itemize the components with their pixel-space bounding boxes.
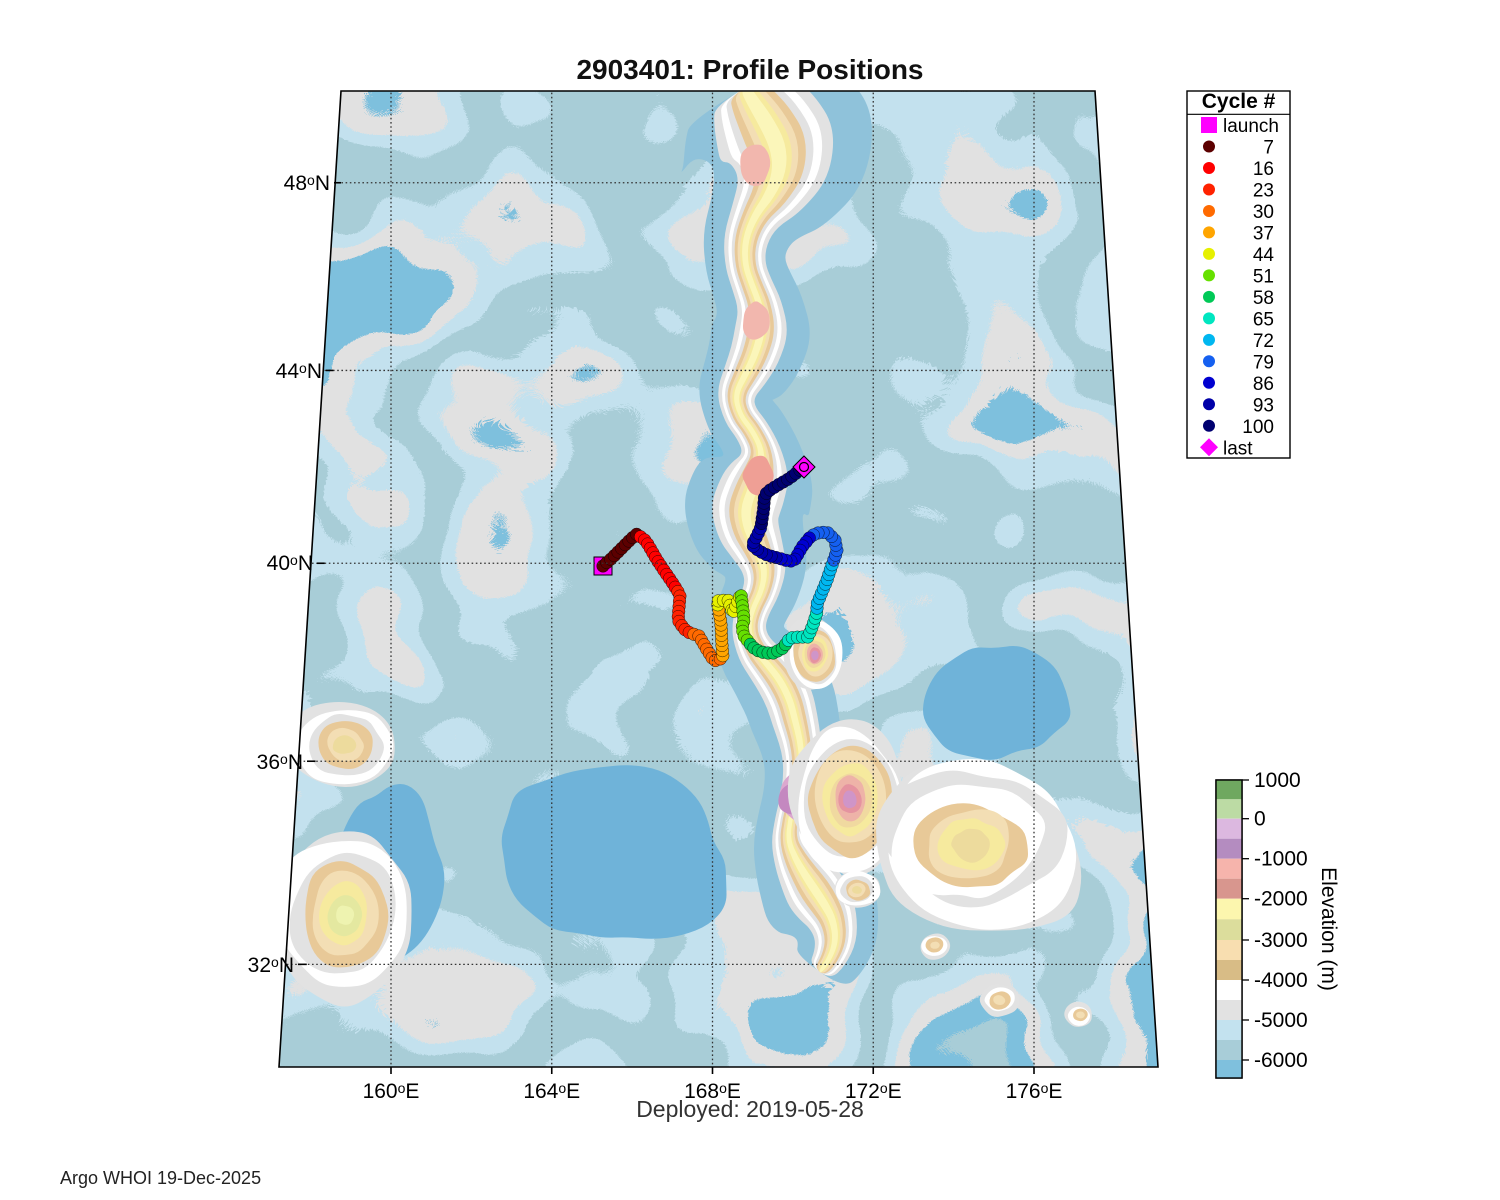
svg-text:40oN: 40oN — [267, 552, 313, 575]
svg-text:launch: launch — [1223, 116, 1279, 137]
svg-text:164oE: 164oE — [523, 1080, 580, 1103]
svg-text:-2000: -2000 — [1254, 888, 1308, 911]
svg-text:51: 51 — [1253, 266, 1274, 287]
svg-text:last: last — [1223, 438, 1253, 459]
svg-text:37: 37 — [1253, 223, 1274, 244]
svg-text:-4000: -4000 — [1254, 969, 1308, 992]
svg-text:Elevation (m): Elevation (m) — [1317, 867, 1340, 991]
svg-text:0: 0 — [1254, 808, 1266, 831]
svg-text:30: 30 — [1253, 202, 1274, 223]
svg-text:58: 58 — [1253, 288, 1274, 309]
svg-text:44oN: 44oN — [276, 360, 322, 383]
svg-text:32oN: 32oN — [248, 954, 294, 977]
svg-text:-6000: -6000 — [1254, 1049, 1308, 1072]
svg-text:Cycle #: Cycle # — [1202, 90, 1276, 113]
svg-text:172oE: 172oE — [845, 1080, 902, 1103]
svg-text:176oE: 176oE — [1006, 1080, 1063, 1103]
svg-text:-5000: -5000 — [1254, 1009, 1308, 1032]
svg-text:65: 65 — [1253, 309, 1274, 330]
svg-text:-3000: -3000 — [1254, 929, 1308, 952]
svg-text:-1000: -1000 — [1254, 848, 1308, 871]
svg-text:86: 86 — [1253, 374, 1274, 395]
svg-text:36oN: 36oN — [257, 751, 303, 774]
svg-text:44: 44 — [1253, 245, 1275, 266]
svg-text:100: 100 — [1242, 417, 1274, 438]
svg-text:16: 16 — [1253, 159, 1274, 180]
svg-text:168oE: 168oE — [684, 1080, 741, 1103]
svg-text:23: 23 — [1253, 181, 1274, 202]
svg-text:160oE: 160oE — [363, 1080, 420, 1103]
svg-text:7: 7 — [1263, 138, 1274, 159]
svg-text:48oN: 48oN — [284, 172, 330, 195]
svg-text:72: 72 — [1253, 331, 1274, 352]
svg-text:79: 79 — [1253, 352, 1274, 373]
svg-text:1000: 1000 — [1254, 769, 1301, 792]
svg-text:93: 93 — [1253, 395, 1274, 416]
